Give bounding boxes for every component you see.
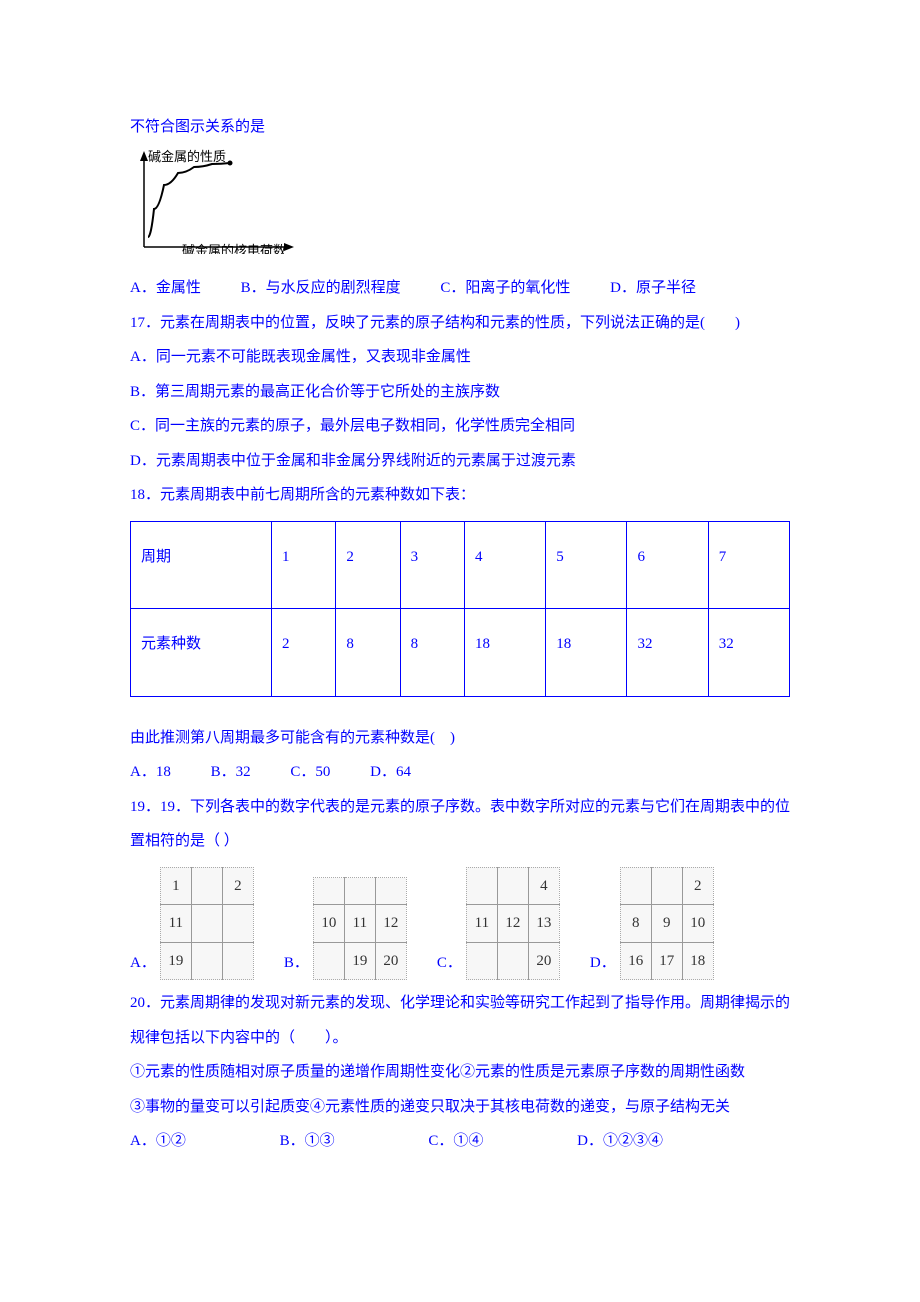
q19-cell: 10 [682, 905, 713, 943]
q20-line2: ①元素的性质随相对原子质量的递增作周期性变化②元素的性质是元素原子序数的周期性函… [130, 1055, 790, 1090]
q18-count-cell: 32 [627, 609, 708, 697]
q19-cell: 16 [620, 942, 651, 980]
q19-cell: 18 [682, 942, 713, 980]
q19-cell [191, 867, 222, 905]
q18-options: A．18 B．32 C．50 D．64 [130, 755, 790, 790]
q18-period-cell: 2 [336, 521, 400, 609]
q19-cell: 19 [160, 942, 191, 980]
q19-cell: 19 [344, 942, 375, 980]
q16-opt-a: A．金属性 [130, 280, 201, 296]
q19-cell [466, 942, 497, 980]
q18-stem: 18．元素周期表中前七周期所含的元素种数如下表： [130, 478, 790, 513]
q19-table-d: 28910 161718 [620, 867, 714, 981]
q17-opt-b: B．第三周期元素的最高正化合价等于它所处的主族序数 [130, 375, 790, 410]
q19-cell [497, 867, 528, 905]
q19-cell: 13 [528, 905, 559, 943]
q19-cell [344, 878, 375, 905]
svg-text:碱金属的核电荷数: 碱金属的核电荷数 [182, 243, 286, 254]
q18-period-cell: 3 [400, 521, 464, 609]
q19-cell: 20 [375, 942, 406, 980]
q19-cell [222, 942, 253, 980]
q18-row1-header: 周期 [131, 521, 272, 609]
q16-opt-b: B．与水反应的剧烈程度 [241, 280, 401, 296]
q19-cell [191, 942, 222, 980]
q19-stem: 19．19．下列各表中的数字代表的是元素的原子序数。表中数字所对应的元素与它们在… [130, 790, 790, 859]
q19-cell: 20 [528, 942, 559, 980]
q16-opt-d: D．原子半径 [610, 280, 696, 296]
q19-label-c: C． [437, 946, 462, 981]
q17-opt-c: C．同一主族的元素的原子，最外层电子数相同，化学性质完全相同 [130, 409, 790, 444]
q18-opt-a: A．18 [130, 764, 171, 780]
q18-period-cell: 5 [546, 521, 627, 609]
q19-cell: 17 [651, 942, 682, 980]
q19-cell: 10 [313, 905, 344, 943]
q18-period-cell: 6 [627, 521, 708, 609]
q20-line3: ③事物的量变可以引起质变④元素性质的递变只取决于其核电荷数的递变，与原子结构无关 [130, 1090, 790, 1125]
q19-cell [620, 867, 651, 905]
q18-follow: 由此推测第八周期最多可能含有的元素种数是( ) [130, 721, 790, 756]
q20-options: A．①② B．①③ C．①④ D．①②③④ [130, 1124, 790, 1159]
q19-cell [651, 867, 682, 905]
q20-opt-c: C．①④ [428, 1133, 483, 1149]
q19-table-b: 1011121920 [313, 877, 407, 980]
q18-opt-b: B．32 [211, 764, 251, 780]
q19-table-a: 12 1119 [160, 867, 254, 981]
intro-line: 不符合图示关系的是 [130, 110, 790, 145]
q19-cell: 12 [375, 905, 406, 943]
q19-table-c: 4 11121320 [466, 867, 560, 981]
q18-period-cell: 1 [272, 521, 336, 609]
q19-cell: 1 [160, 867, 191, 905]
svg-text:碱金属的性质: 碱金属的性质 [148, 149, 226, 164]
q19-tables: A． 121119 B． 1011121920 C． 411121320 D． … [130, 867, 790, 981]
q18-count-cell: 8 [336, 609, 400, 697]
q20-opt-b: B．①③ [280, 1133, 335, 1149]
q19-label-a: A． [130, 946, 156, 981]
q16-opt-c: C．阳离子的氧化性 [440, 280, 570, 296]
q18-count-cell: 18 [546, 609, 627, 697]
q20-opt-a: A．①② [130, 1133, 186, 1149]
q19-cell [313, 878, 344, 905]
q19-cell: 4 [528, 867, 559, 905]
q18-count-cell: 32 [708, 609, 789, 697]
q18-count-cell: 18 [464, 609, 545, 697]
q18-table: 周期1234567 元素种数28818183232 [130, 521, 790, 697]
q18-count-cell: 2 [272, 609, 336, 697]
q17-opt-d: D．元素周期表中位于金属和非金属分界线附近的元素属于过渡元素 [130, 444, 790, 479]
q18-period-cell: 7 [708, 521, 789, 609]
q19-cell: 9 [651, 905, 682, 943]
q17-stem: 17．元素在周期表中的位置，反映了元素的原子结构和元素的性质，下列说法正确的是(… [130, 306, 790, 341]
q19-cell: 11 [466, 905, 497, 943]
q16-options: A．金属性 B．与水反应的剧烈程度 C．阳离子的氧化性 D．原子半径 [130, 271, 790, 306]
q19-label-d: D． [590, 946, 616, 981]
q19-cell [222, 905, 253, 943]
q19-cell [313, 942, 344, 980]
curve-chart: 碱金属的性质 碱金属的核电荷数 [130, 149, 790, 268]
q18-opt-c: C．50 [290, 764, 330, 780]
q19-cell: 11 [160, 905, 191, 943]
q18-count-cell: 8 [400, 609, 464, 697]
q19-cell [375, 878, 406, 905]
q20-stem: 20．元素周期律的发现对新元素的发现、化学理论和实验等研究工作起到了指导作用。周… [130, 986, 790, 1055]
q18-row2-header: 元素种数 [131, 609, 272, 697]
q19-cell: 11 [344, 905, 375, 943]
q19-cell: 2 [222, 867, 253, 905]
q20-opt-d: D．①②③④ [577, 1133, 663, 1149]
q19-cell: 2 [682, 867, 713, 905]
q19-cell [466, 867, 497, 905]
q18-opt-d: D．64 [370, 764, 411, 780]
q19-label-b: B． [284, 946, 309, 981]
q19-cell [191, 905, 222, 943]
q19-cell: 8 [620, 905, 651, 943]
q18-period-cell: 4 [464, 521, 545, 609]
q19-cell [497, 942, 528, 980]
q19-cell: 12 [497, 905, 528, 943]
q17-opt-a: A．同一元素不可能既表现金属性，又表现非金属性 [130, 340, 790, 375]
